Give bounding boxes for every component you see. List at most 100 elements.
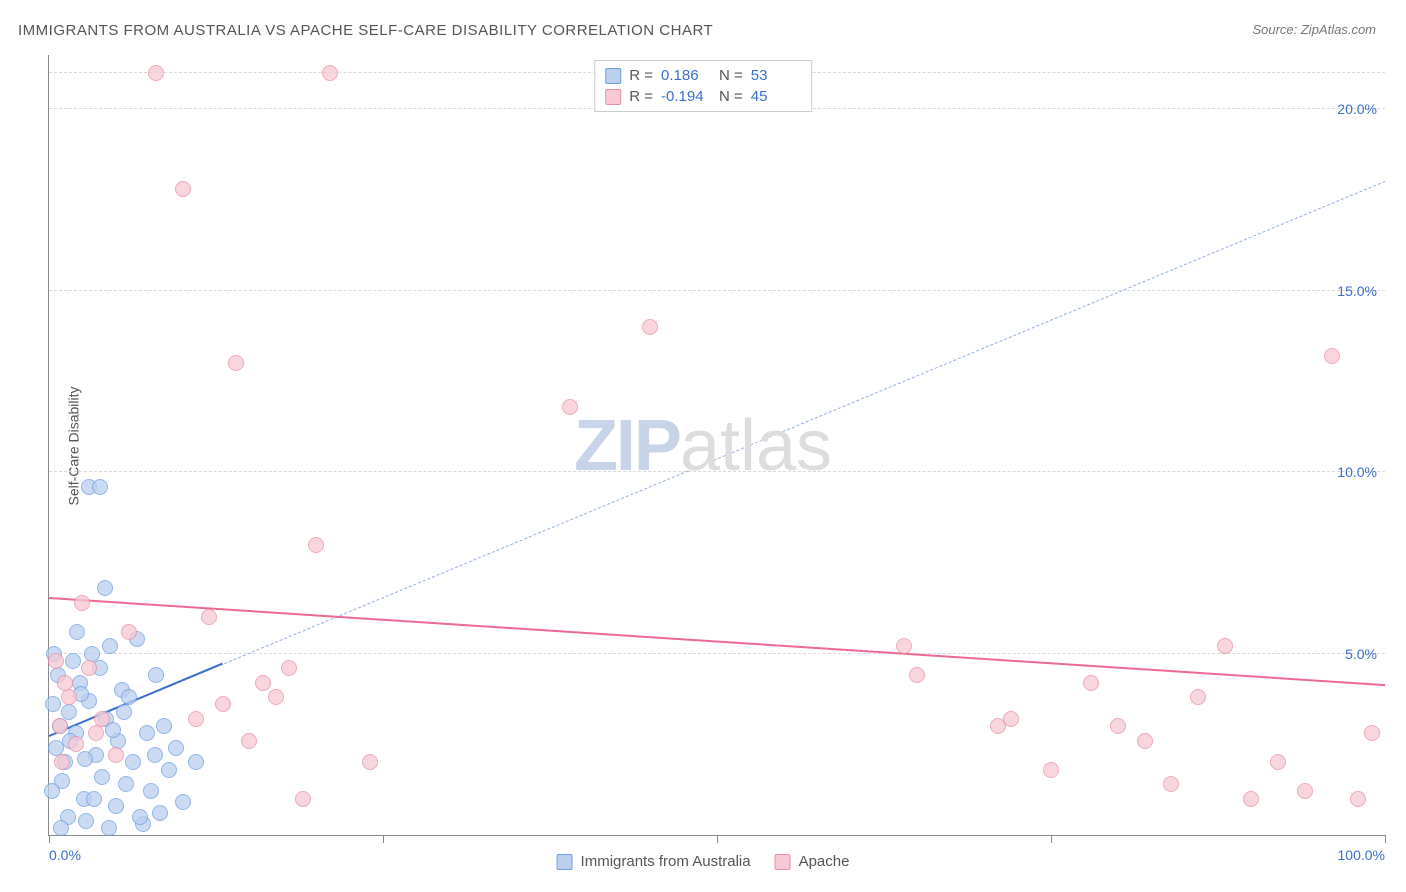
series-legend: Immigrants from Australia Apache [557,853,850,870]
data-point [121,624,137,640]
data-point [1217,638,1233,654]
data-point [152,805,168,821]
data-point [45,696,61,712]
data-point [1137,733,1153,749]
data-point [132,809,148,825]
data-point [69,624,85,640]
data-point [308,537,324,553]
x-tick-label: 100.0% [1338,847,1385,863]
r-value: -0.194 [661,88,711,105]
legend-label: Apache [799,853,850,870]
data-point [295,791,311,807]
x-tick-label: 0.0% [49,847,81,863]
data-point [92,479,108,495]
scatter-plot-area: 5.0%10.0%15.0%20.0%0.0%100.0% [48,55,1385,836]
data-point [322,65,338,81]
data-point [228,355,244,371]
data-point [1350,791,1366,807]
data-point [168,740,184,756]
data-point [147,747,163,763]
data-point [54,754,70,770]
data-point [139,725,155,741]
data-point [1003,711,1019,727]
data-point [1043,762,1059,778]
data-point [143,783,159,799]
trend-line [49,597,1385,686]
legend-swatch-icon [605,89,621,105]
x-tick [1051,835,1052,843]
data-point [161,762,177,778]
data-point [909,667,925,683]
data-point [52,718,68,734]
data-point [48,653,64,669]
data-point [61,689,77,705]
data-point [156,718,172,734]
n-label: N = [719,88,743,105]
y-tick-label: 10.0% [1337,464,1377,480]
legend-row: R = 0.186 N = 53 [605,65,801,86]
n-label: N = [719,67,743,84]
legend-item: Apache [775,853,850,870]
r-label: R = [629,88,653,105]
data-point [81,660,97,676]
data-point [148,65,164,81]
data-point [53,820,69,836]
data-point [281,660,297,676]
data-point [68,736,84,752]
data-point [118,776,134,792]
y-tick-label: 5.0% [1345,646,1377,662]
data-point [61,704,77,720]
data-point [88,725,104,741]
data-point [102,638,118,654]
x-tick [49,835,50,843]
legend-swatch-icon [605,68,621,84]
data-point [125,754,141,770]
data-point [188,754,204,770]
data-point [116,704,132,720]
data-point [97,580,113,596]
data-point [57,675,73,691]
data-point [1297,783,1313,799]
data-point [175,794,191,810]
data-point [562,399,578,415]
legend-row: R = -0.194 N = 45 [605,86,801,107]
data-point [268,689,284,705]
data-point [108,798,124,814]
data-point [84,646,100,662]
data-point [1110,718,1126,734]
chart-title: IMMIGRANTS FROM AUSTRALIA VS APACHE SELF… [18,22,713,39]
data-point [1083,675,1099,691]
data-point [896,638,912,654]
n-value: 45 [751,88,801,105]
data-point [94,769,110,785]
data-point [642,319,658,335]
legend-swatch-icon [775,854,791,870]
data-point [255,675,271,691]
data-point [188,711,204,727]
source-attribution: Source: ZipAtlas.com [1252,22,1376,37]
legend-item: Immigrants from Australia [557,853,751,870]
data-point [65,653,81,669]
x-tick [383,835,384,843]
gridline [49,290,1385,291]
data-point [148,667,164,683]
x-tick [1385,835,1386,843]
legend-swatch-icon [557,854,573,870]
data-point [86,791,102,807]
correlation-legend: R = 0.186 N = 53 R = -0.194 N = 45 [594,60,812,112]
data-point [1364,725,1380,741]
data-point [44,783,60,799]
data-point [77,751,93,767]
data-point [1324,348,1340,364]
y-tick-label: 20.0% [1337,101,1377,117]
data-point [241,733,257,749]
data-point [175,181,191,197]
r-value: 0.186 [661,67,711,84]
data-point [1163,776,1179,792]
data-point [1243,791,1259,807]
n-value: 53 [751,67,801,84]
gridline [49,471,1385,472]
data-point [108,747,124,763]
legend-label: Immigrants from Australia [581,853,751,870]
data-point [74,595,90,611]
